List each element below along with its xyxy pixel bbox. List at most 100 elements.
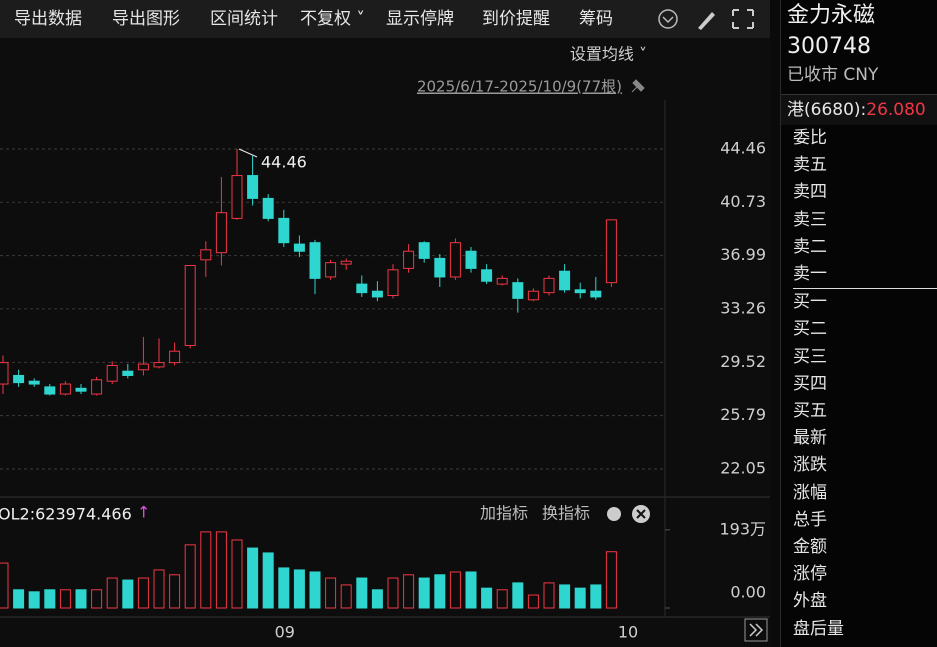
volume-bar bbox=[590, 584, 602, 609]
settings-icon[interactable] bbox=[607, 507, 621, 521]
quote-field: 最新 bbox=[793, 428, 827, 449]
quote-field: 买二 bbox=[793, 319, 827, 340]
candle-body bbox=[0, 362, 9, 385]
volume-bar bbox=[137, 577, 149, 609]
volume-bar bbox=[28, 591, 40, 609]
quote-field: 买一 bbox=[793, 292, 827, 313]
volume-tick-label: 0.00 bbox=[730, 583, 766, 602]
close-icon-x bbox=[636, 509, 646, 519]
quote-field: 卖二 bbox=[793, 236, 827, 257]
toolbar-button[interactable]: 筹码 bbox=[579, 9, 613, 29]
switch-indicator[interactable]: 换指标 bbox=[542, 504, 590, 523]
volume-bar bbox=[481, 587, 493, 609]
quote-field: 委比 bbox=[793, 128, 827, 148]
date-range[interactable]: 2025/6/17-2025/10/9(77根) bbox=[417, 78, 622, 96]
y-tick-label: 29.52 bbox=[720, 352, 766, 371]
x-tick-label: 09 bbox=[275, 623, 295, 642]
candle-body bbox=[28, 380, 40, 385]
volume-bar bbox=[387, 577, 399, 609]
toolbar-button[interactable]: 不复权 ˅ bbox=[300, 9, 365, 29]
volume-bar bbox=[247, 547, 259, 609]
hk-price: 26.080 bbox=[866, 100, 926, 120]
dropdown-icon[interactable] bbox=[658, 9, 678, 29]
quote-field: 卖四 bbox=[793, 182, 827, 203]
candle-body bbox=[481, 269, 493, 282]
candle-body bbox=[44, 386, 56, 395]
volume-bar bbox=[293, 569, 305, 609]
toolbar-button[interactable]: 到价提醒 bbox=[482, 9, 550, 29]
background bbox=[0, 0, 770, 647]
quote-panel: 金力永磁 300748 已收市 CNY 港(6680):26.080 委比 卖五卖… bbox=[780, 0, 937, 647]
candle-body bbox=[13, 374, 25, 384]
fullscreen-icon[interactable] bbox=[732, 9, 754, 29]
candle-body bbox=[340, 260, 352, 265]
candle-body bbox=[325, 262, 337, 278]
candle-body bbox=[59, 383, 71, 395]
ma-setting[interactable]: 设置均线 ˅ bbox=[570, 45, 647, 64]
quote-field: 涨幅 bbox=[793, 482, 827, 503]
volume-tick-label: 193万 bbox=[719, 519, 766, 538]
volume-bar bbox=[231, 539, 243, 609]
toolbar-bg bbox=[0, 0, 770, 38]
candle-body bbox=[527, 290, 539, 301]
candle-body bbox=[231, 175, 243, 219]
toolbar-button[interactable]: 显示停牌 bbox=[386, 9, 454, 29]
candle-body bbox=[75, 387, 87, 392]
candle-body bbox=[309, 242, 321, 279]
volume-bar bbox=[75, 589, 87, 609]
candle-body bbox=[590, 290, 602, 298]
candle-body bbox=[418, 242, 430, 259]
stock-code: 300748 bbox=[787, 34, 871, 59]
volume-bar bbox=[200, 531, 212, 609]
quote-field: 外盘 bbox=[793, 591, 827, 612]
candle-body bbox=[200, 249, 212, 261]
candle-body bbox=[387, 269, 399, 297]
candle-body bbox=[356, 283, 368, 294]
y-tick-label: 40.73 bbox=[720, 192, 766, 211]
toolbar-button[interactable]: 区间统计 bbox=[210, 9, 278, 29]
high-label: 44.46 bbox=[261, 152, 307, 171]
quote-field: 买四 bbox=[793, 373, 827, 394]
volume-bar bbox=[325, 577, 337, 609]
volume-bar bbox=[184, 544, 196, 609]
candle-body bbox=[215, 212, 227, 254]
candle-body bbox=[293, 243, 305, 252]
pin-icon[interactable] bbox=[631, 79, 645, 93]
candle-body bbox=[496, 277, 508, 285]
candle-body bbox=[605, 219, 617, 284]
stock-name: 金力永磁 bbox=[787, 3, 876, 28]
volume-bar bbox=[371, 589, 383, 609]
volume-bar bbox=[465, 571, 477, 609]
candle-body bbox=[169, 350, 181, 364]
quote-field: 卖五 bbox=[793, 155, 827, 176]
chart-area: 设置均线 ˅ 2025/6/17-2025/10/9(77根) OL2:6239… bbox=[0, 0, 770, 647]
volume-bar bbox=[153, 569, 165, 609]
volume-bar bbox=[418, 577, 430, 609]
quote-field: 卖一 bbox=[793, 261, 937, 290]
candle-body bbox=[434, 257, 446, 278]
candle-body bbox=[153, 362, 165, 368]
volume-bar bbox=[122, 579, 134, 609]
volume-bar bbox=[106, 577, 118, 609]
add-indicator[interactable]: 加指标 bbox=[480, 504, 528, 523]
volume-bar bbox=[215, 531, 227, 609]
volume-bar bbox=[309, 571, 321, 609]
volume-bar bbox=[605, 551, 617, 609]
quote-field: 买五 bbox=[793, 401, 827, 422]
candle-body bbox=[574, 289, 586, 294]
y-tick-label: 33.26 bbox=[720, 298, 766, 317]
toolbar-button[interactable]: 导出图形 bbox=[112, 9, 180, 29]
hk-quote[interactable]: 港(6680):26.080 bbox=[781, 94, 937, 125]
volume-bar bbox=[512, 582, 524, 609]
volume-bar bbox=[13, 589, 25, 609]
brush-icon[interactable] bbox=[698, 12, 715, 30]
scroll-right-button[interactable] bbox=[744, 618, 768, 642]
volume-bar bbox=[559, 584, 571, 609]
candle-body bbox=[371, 290, 383, 298]
volume-indicator: OL2:623974.466 bbox=[0, 505, 132, 524]
toolbar-button[interactable]: 导出数据 bbox=[14, 9, 82, 29]
quote-field: 涨停 bbox=[793, 564, 827, 585]
volume-bar bbox=[434, 574, 446, 609]
volume-bar bbox=[574, 587, 586, 609]
